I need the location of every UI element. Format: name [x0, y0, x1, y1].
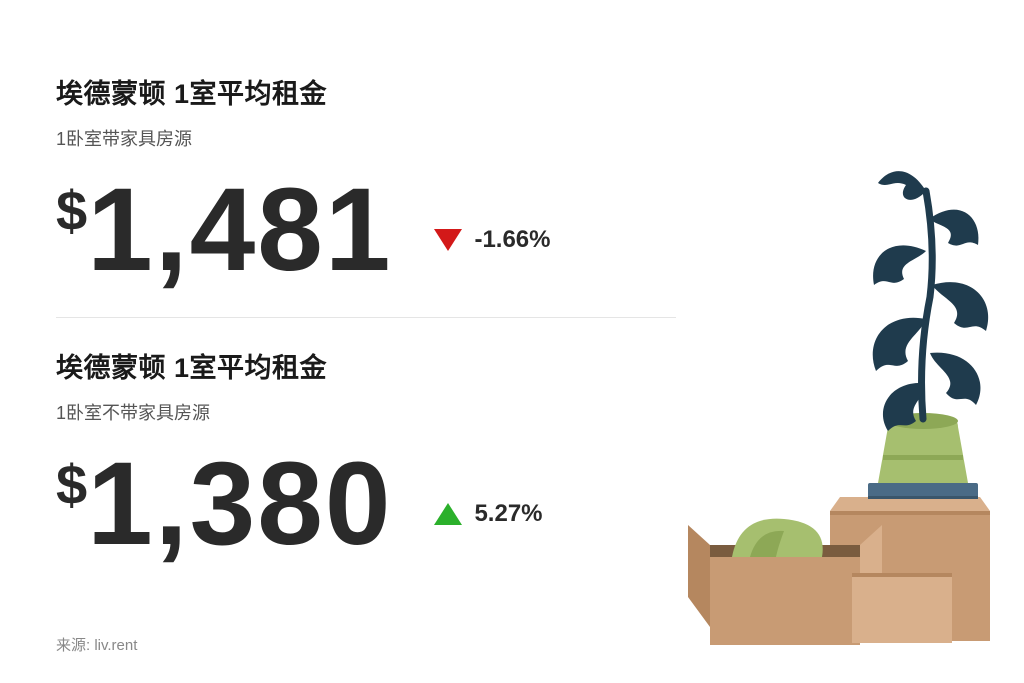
- stat-title: 埃德蒙顿 1室平均租金: [56, 72, 676, 111]
- stat-value-row: $ 1,481 -1.66%: [56, 171, 676, 289]
- stat-subtitle: 1卧室不带家具房源: [56, 399, 676, 425]
- currency-symbol: $: [56, 457, 87, 513]
- amount-value: 1,380: [87, 445, 392, 563]
- plant-boxes-illustration: [680, 127, 1000, 647]
- change-indicator: -1.66%: [434, 226, 550, 254]
- stat-value-row: $ 1,380 5.27%: [56, 445, 676, 563]
- stat-subtitle: 1卧室带家具房源: [56, 125, 676, 151]
- pct-change: -1.66%: [474, 226, 550, 254]
- triangle-up-icon: [434, 503, 462, 525]
- pct-change: 5.27%: [474, 500, 542, 528]
- source-attribution: 来源: liv.rent: [56, 634, 137, 655]
- currency-symbol: $: [56, 183, 87, 239]
- amount-value: 1,481: [87, 171, 392, 289]
- stat-block-unfurnished: 埃德蒙顿 1室平均租金 1卧室不带家具房源 $ 1,380 5.27%: [56, 317, 676, 591]
- change-indicator: 5.27%: [434, 500, 542, 528]
- triangle-down-icon: [434, 229, 462, 251]
- stat-title: 埃德蒙顿 1室平均租金: [56, 346, 676, 385]
- stat-block-furnished: 埃德蒙顿 1室平均租金 1卧室带家具房源 $ 1,481 -1.66%: [56, 72, 676, 317]
- stats-panel: 埃德蒙顿 1室平均租金 1卧室带家具房源 $ 1,481 -1.66% 埃德蒙顿…: [56, 72, 676, 591]
